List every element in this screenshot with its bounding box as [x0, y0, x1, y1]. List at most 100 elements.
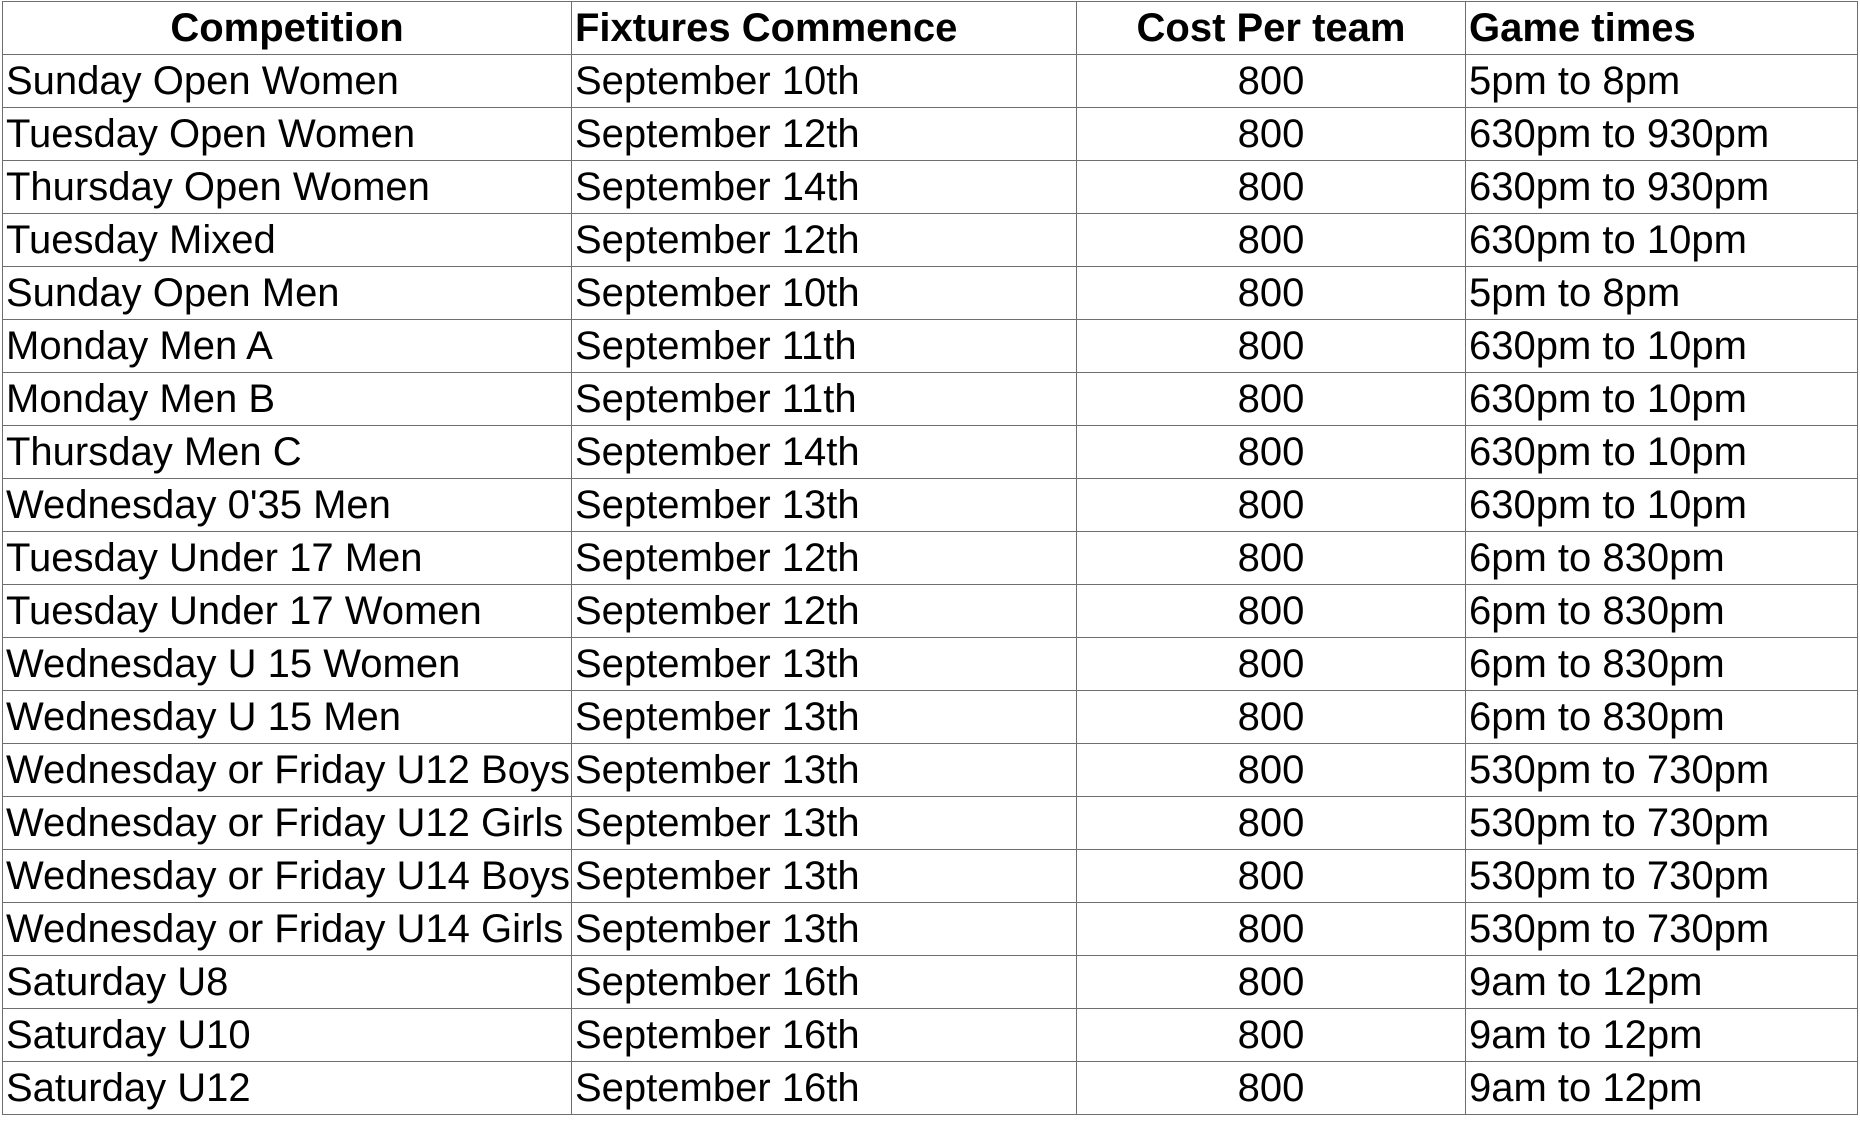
cell-fixtures-commence: September 12th	[571, 584, 1077, 638]
cell-cost-per-team: 800	[1076, 743, 1466, 797]
table-row: Saturday U12 September 16th 800 9am to 12pm	[2, 1061, 1858, 1115]
cell-fixtures-commence: September 12th	[571, 213, 1077, 267]
cell-cost-per-team: 800	[1076, 690, 1466, 744]
cell-cost-per-team: 800	[1076, 319, 1466, 373]
cell-competition: Saturday U10	[2, 1008, 572, 1062]
cell-competition: Wednesday 0'35 Men	[2, 478, 572, 532]
cell-fixtures-commence: September 12th	[571, 531, 1077, 585]
cell-game-times: 6pm to 830pm	[1465, 584, 1858, 638]
cell-competition: Wednesday U 15 Women	[2, 637, 572, 691]
cell-fixtures-commence: September 16th	[571, 955, 1077, 1009]
table-row: Saturday U10 September 16th 800 9am to 12pm	[2, 1008, 1858, 1062]
cell-competition: Monday Men A	[2, 319, 572, 373]
cell-game-times: 530pm to 730pm	[1465, 849, 1858, 903]
cell-competition: Tuesday Under 17 Women	[2, 584, 572, 638]
cell-competition: Tuesday Mixed	[2, 213, 572, 267]
cell-game-times: 9am to 12pm	[1465, 1008, 1858, 1062]
cell-game-times: 6pm to 830pm	[1465, 531, 1858, 585]
table-row: Wednesday or Friday U12 Girls September 1…	[2, 796, 1858, 850]
cell-game-times: 6pm to 830pm	[1465, 637, 1858, 691]
table-row: Wednesday 0'35 Men September 13th 800 630pm…	[2, 478, 1858, 532]
header-row: Competition Fixtures Commence Cost Per t…	[2, 1, 1858, 55]
cell-cost-per-team: 800	[1076, 425, 1466, 479]
cell-game-times: 5pm to 8pm	[1465, 54, 1858, 108]
table-row: Monday Men B September 11th 800 630pm to 10…	[2, 372, 1858, 426]
cell-cost-per-team: 800	[1076, 54, 1466, 108]
cell-game-times: 630pm to 10pm	[1465, 425, 1858, 479]
cell-fixtures-commence: September 13th	[571, 690, 1077, 744]
cell-game-times: 630pm to 10pm	[1465, 372, 1858, 426]
cell-game-times: 530pm to 730pm	[1465, 796, 1858, 850]
cell-cost-per-team: 800	[1076, 478, 1466, 532]
cell-competition: Tuesday Open Women	[2, 107, 572, 161]
cell-game-times: 9am to 12pm	[1465, 1061, 1858, 1115]
table-row: Thursday Men C September 14th 800 630pm to …	[2, 425, 1858, 479]
table-row: Wednesday or Friday U12 Boys September 13…	[2, 743, 1858, 797]
cell-competition: Wednesday U 15 Men	[2, 690, 572, 744]
cell-fixtures-commence: September 16th	[571, 1008, 1077, 1062]
cell-competition: Thursday Men C	[2, 425, 572, 479]
table-row: Saturday U8 September 16th 800 9am to 12pm	[2, 955, 1858, 1009]
cell-cost-per-team: 800	[1076, 1008, 1466, 1062]
cell-fixtures-commence: September 13th	[571, 478, 1077, 532]
cell-cost-per-team: 800	[1076, 213, 1466, 267]
table-row: Wednesday or Friday U14 Boys September 13…	[2, 849, 1858, 903]
table-body: Sunday Open Women September 10th 800 5pm to…	[2, 54, 1858, 1115]
cell-game-times: 630pm to 10pm	[1465, 478, 1858, 532]
cell-fixtures-commence: September 13th	[571, 743, 1077, 797]
cell-game-times: 630pm to 930pm	[1465, 107, 1858, 161]
cell-competition: Wednesday or Friday U14 Boys	[2, 849, 572, 903]
cell-cost-per-team: 800	[1076, 637, 1466, 691]
cell-game-times: 630pm to 10pm	[1465, 213, 1858, 267]
cell-competition: Wednesday or Friday U12 Girls	[2, 796, 572, 850]
cell-game-times: 530pm to 730pm	[1465, 743, 1858, 797]
cell-fixtures-commence: September 12th	[571, 107, 1077, 161]
table-row: Sunday Open Men September 10th 800 5pm to 8…	[2, 266, 1858, 320]
header-fixtures-commence: Fixtures Commence	[571, 1, 1077, 55]
cell-fixtures-commence: September 13th	[571, 902, 1077, 956]
cell-fixtures-commence: September 13th	[571, 796, 1077, 850]
cell-fixtures-commence: September 11th	[571, 319, 1077, 373]
cell-fixtures-commence: September 14th	[571, 160, 1077, 214]
table-row: Tuesday Mixed September 12th 800 630pm to 1…	[2, 213, 1858, 267]
table-row: Thursday Open Women September 14th 800 630p…	[2, 160, 1858, 214]
cell-cost-per-team: 800	[1076, 266, 1466, 320]
cell-fixtures-commence: September 13th	[571, 637, 1077, 691]
table-row: Monday Men A September 11th 800 630pm to 10…	[2, 319, 1858, 373]
table-row: Wednesday U 15 Men September 13th 800 6pm t…	[2, 690, 1858, 744]
header-cost-per-team: Cost Per team	[1076, 1, 1466, 55]
cell-cost-per-team: 800	[1076, 107, 1466, 161]
header-game-times: Game times	[1465, 1, 1858, 55]
cell-competition: Saturday U8	[2, 955, 572, 1009]
cell-game-times: 6pm to 830pm	[1465, 690, 1858, 744]
cell-cost-per-team: 800	[1076, 955, 1466, 1009]
cell-competition: Monday Men B	[2, 372, 572, 426]
cell-cost-per-team: 800	[1076, 372, 1466, 426]
table-row: Tuesday Under 17 Women September 12th 800 6…	[2, 584, 1858, 638]
cell-competition: Sunday Open Women	[2, 54, 572, 108]
cell-competition: Tuesday Under 17 Men	[2, 531, 572, 585]
cell-cost-per-team: 800	[1076, 1061, 1466, 1115]
cell-competition: Wednesday or Friday U12 Boys	[2, 743, 572, 797]
cell-fixtures-commence: September 13th	[571, 849, 1077, 903]
table-row: Tuesday Open Women September 12th 800 630pm…	[2, 107, 1858, 161]
cell-game-times: 5pm to 8pm	[1465, 266, 1858, 320]
cell-cost-per-team: 800	[1076, 160, 1466, 214]
cell-fixtures-commence: September 10th	[571, 54, 1077, 108]
cell-fixtures-commence: September 14th	[571, 425, 1077, 479]
cell-game-times: 530pm to 730pm	[1465, 902, 1858, 956]
table-row: Wednesday or Friday U14 Girls September 1…	[2, 902, 1858, 956]
cell-competition: Wednesday or Friday U14 Girls	[2, 902, 572, 956]
cell-cost-per-team: 800	[1076, 849, 1466, 903]
cell-competition: Saturday U12	[2, 1061, 572, 1115]
cell-game-times: 9am to 12pm	[1465, 955, 1858, 1009]
table-row: Sunday Open Women September 10th 800 5pm to…	[2, 54, 1858, 108]
cell-cost-per-team: 800	[1076, 584, 1466, 638]
cell-fixtures-commence: September 11th	[571, 372, 1077, 426]
cell-fixtures-commence: September 10th	[571, 266, 1077, 320]
cell-game-times: 630pm to 10pm	[1465, 319, 1858, 373]
cell-competition: Sunday Open Men	[2, 266, 572, 320]
cell-cost-per-team: 800	[1076, 902, 1466, 956]
